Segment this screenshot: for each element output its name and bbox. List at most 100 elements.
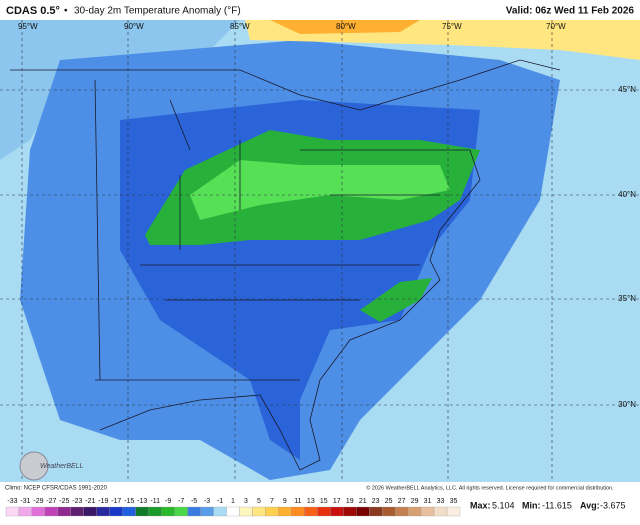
colorbar-label: -21 [85, 498, 95, 505]
lon-label: 90°W [124, 22, 144, 31]
colorbar-label: -31 [20, 498, 30, 505]
border [10, 59, 561, 111]
lon-label: 70°W [546, 22, 566, 31]
colorbar-swatch [356, 506, 370, 517]
colorbar-label: -3 [204, 498, 210, 505]
colorbar-swatch [330, 506, 344, 517]
colorbar-label: -15 [124, 498, 134, 505]
colorbar-label: 1 [231, 498, 235, 505]
lat-label: 35°N [618, 294, 636, 303]
colorbar-swatch [304, 506, 318, 517]
colorbar-swatch [109, 506, 123, 517]
colorbar-swatch [446, 506, 461, 517]
colorbar-label: 13 [307, 498, 315, 505]
colorbar-swatch [433, 506, 448, 517]
colorbar-swatch [96, 506, 110, 517]
lon-label: 85°W [230, 22, 250, 31]
colorbar-swatch [44, 506, 59, 517]
colorbar-swatch [382, 506, 396, 517]
colorbar-label: -11 [150, 498, 160, 505]
colorbar-swatch [5, 506, 20, 517]
colorbar-swatch [31, 506, 46, 517]
stats: Max: 5.104 Min: -11.615 Avg: -3.675 [470, 500, 626, 510]
separator: • [64, 6, 68, 17]
colorbar-label: -29 [33, 498, 43, 505]
stat-label: Min: [522, 500, 541, 510]
colorbar-label: 3 [244, 498, 248, 505]
colorbar-swatch [174, 506, 188, 517]
colorbar-label: 23 [372, 498, 380, 505]
colorbar-label: -33 [7, 498, 17, 505]
colorbar-label: -27 [46, 498, 56, 505]
colorbar-label: -7 [178, 498, 184, 505]
colorbar-swatch [148, 506, 162, 517]
colorbar-label: 15 [320, 498, 328, 505]
header-bar [0, 0, 640, 20]
subtitle: 30-day 2m Temperature Anomaly (°F) [74, 6, 241, 17]
colorbar-swatch [291, 506, 305, 517]
colorbar: -33 -31 -29 -27 -25 -23 -21 -19 -17 -15 -13 -11 -9 -7… [5, 498, 461, 517]
colorbar-swatch [265, 506, 279, 517]
title: CDAS 0.5° [6, 5, 60, 17]
valid-time: Valid: 06z Wed 11 Feb 2026 [506, 6, 635, 17]
colorbar-label: -9 [165, 498, 171, 505]
colorbar-label: 19 [346, 498, 354, 505]
colorbar-label: 35 [450, 498, 458, 505]
colorbar-swatch [394, 506, 409, 517]
logo-mark [19, 451, 49, 481]
colorbar-swatch [83, 506, 97, 517]
colorbar-label: -13 [137, 498, 147, 505]
lat-label: 40°N [618, 190, 636, 199]
anomaly-area [190, 160, 450, 220]
colorbar-swatch [278, 506, 292, 517]
lat-labels: 45°N 40°N 35°N 30°N [618, 85, 636, 409]
lon-labels: 95°W 90°W 85°W 80°W 75°W 70°W [18, 22, 566, 31]
colorbar-label: 9 [283, 498, 287, 505]
colorbar-label: 29 [411, 498, 419, 505]
colorbar-label: 5 [257, 498, 261, 505]
logo: WeatherBELL [40, 463, 84, 470]
lat-label: 45°N [618, 85, 636, 94]
stat-value: -11.615 [542, 500, 572, 510]
stat-label: Max: [470, 500, 491, 510]
stat-value: -3.675 [600, 500, 626, 510]
stat-value: 5.104 [492, 500, 515, 510]
boundaries [10, 59, 561, 471]
colorbar-swatch [317, 506, 331, 517]
state-line [94, 79, 241, 381]
colorbar-label: 25 [385, 498, 393, 505]
colorbar-swatch [161, 506, 175, 517]
colorbar-label: 7 [270, 498, 274, 505]
colorbar-label: 33 [437, 498, 445, 505]
colorbar-swatch [187, 506, 201, 517]
colorbar-swatch [18, 506, 33, 517]
colorbar-label: 17 [333, 498, 341, 505]
colorbar-label: 11 [294, 498, 301, 505]
colorbar-swatch [213, 506, 227, 517]
colorbar-swatch [252, 506, 266, 517]
lon-label: 80°W [336, 22, 356, 31]
colorbar-label: -17 [111, 498, 121, 505]
anomaly-area [360, 278, 432, 322]
colorbar-label: 27 [398, 498, 406, 505]
colorbar-label: -25 [59, 498, 69, 505]
colorbar-swatch [57, 506, 72, 517]
colorbar-label: -23 [72, 498, 82, 505]
copyright: © 2026 WeatherBELL Analytics, LLC. All r… [366, 484, 614, 491]
graticule [0, 20, 640, 482]
map: 95°W 90°W 85°W 80°W 75°W 70°W 45°N 40°N … [0, 20, 640, 491]
colorbar-swatch [239, 506, 253, 517]
colorbar-swatch [200, 506, 214, 517]
colorbar-label: -5 [191, 498, 197, 505]
colorbar-swatch [369, 506, 383, 517]
colorbar-swatch [407, 506, 422, 517]
lat-label: 30°N [618, 400, 636, 409]
colorbar-swatch [343, 506, 357, 517]
lon-label: 75°W [442, 22, 462, 31]
colorbar-swatch [420, 506, 435, 517]
stat-label: Avg: [580, 500, 600, 510]
colorbar-swatch [122, 506, 136, 517]
lon-label: 95°W [18, 22, 38, 31]
